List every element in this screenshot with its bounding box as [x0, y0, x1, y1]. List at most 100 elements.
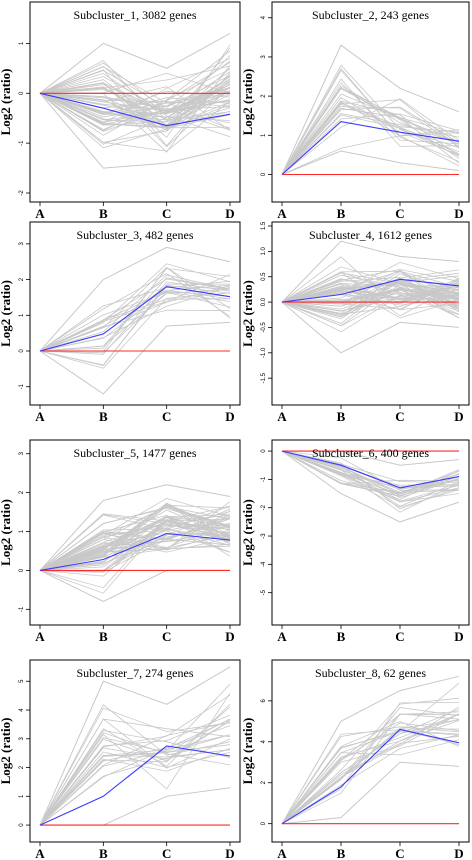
x-tick-label: D: [454, 629, 463, 644]
subcluster-panel: Subcluster_2, 243 genes 0 1 2 3 4 A B C D Log2 (ra…: [240, 1, 470, 221]
y-axis-label: Log2 (ratio): [240, 499, 255, 566]
x-tick-label: B: [337, 409, 346, 424]
gene-line: [39, 534, 231, 571]
x-tick-label: B: [337, 206, 346, 221]
x-tick-label: A: [35, 409, 45, 424]
panel-title: Subcluster_4, 1612 genes: [309, 228, 432, 242]
gene-line: [39, 65, 231, 94]
gene-line: [39, 278, 231, 352]
gene-line: [39, 285, 231, 352]
gene-line: [39, 92, 231, 125]
gene-line: [281, 82, 460, 175]
y-tick-label: 0: [19, 349, 25, 353]
gene-lines: [281, 450, 460, 523]
gene-line: [39, 292, 231, 369]
x-tick-label: D: [225, 629, 234, 644]
y-tick-label: -1: [19, 383, 25, 389]
gene-line: [39, 704, 231, 826]
gene-line: [281, 129, 460, 175]
gene-line: [281, 450, 460, 491]
y-tick-label: 0: [261, 821, 267, 825]
y-tick-label: -1.0: [261, 347, 267, 358]
subcluster-panel: Subcluster_5, 1477 genes -1 0 1 2 3 A B C D Log2 (…: [0, 439, 241, 644]
mean-profile-line: [281, 121, 460, 175]
gene-line: [281, 150, 460, 175]
gene-line: [39, 545, 231, 571]
y-tick-label: 0: [19, 91, 25, 95]
gene-line: [281, 735, 460, 825]
plot-frame: [29, 1, 241, 203]
gene-line: [281, 287, 460, 303]
x-tick-label: A: [35, 629, 45, 644]
x-tick-label: D: [225, 409, 234, 424]
gene-line: [39, 515, 231, 571]
y-tick-label: -2: [19, 190, 25, 196]
y-tick-label: 2: [19, 490, 25, 494]
plot-frame: [271, 659, 470, 843]
panel-title: Subcluster_1, 3082 genes: [74, 8, 197, 22]
gene-line: [39, 514, 231, 571]
y-tick-label: -3: [261, 533, 267, 539]
gene-line: [281, 301, 460, 354]
gene-line: [39, 505, 231, 571]
subcluster-panel: Subcluster_8, 62 genes 0 2 4 6 A B C D Log2 (rati…: [240, 659, 470, 860]
gene-line: [39, 569, 230, 603]
subcluster-panel: Subcluster_1, 3082 genes -2 -1 0 1 A B C D Log2 (…: [0, 1, 241, 221]
mean-profile-line: [281, 450, 460, 489]
gene-line: [281, 86, 460, 175]
gene-line: [39, 68, 231, 136]
y-tick-label: 1.0: [261, 247, 267, 256]
gene-line: [39, 706, 231, 826]
y-tick-label: 4: [261, 739, 267, 743]
gene-line: [39, 92, 231, 169]
x-tick-label: A: [35, 846, 45, 860]
gene-line: [39, 71, 231, 112]
plot-frame: [29, 659, 241, 843]
x-tick-label: C: [395, 409, 404, 424]
gene-line: [281, 708, 460, 825]
gene-lines: [39, 246, 231, 395]
x-tick-label: B: [99, 629, 108, 644]
x-tick-label: D: [225, 206, 234, 221]
gene-line: [39, 273, 231, 352]
mean-profile-line: [39, 286, 231, 352]
y-tick-label: 6: [261, 699, 267, 703]
gene-line: [39, 92, 231, 129]
y-tick-label: 4: [19, 708, 25, 712]
y-axis-label: Log2 (ratio): [0, 69, 13, 136]
y-axis-label: Log2 (ratio): [0, 499, 13, 566]
y-tick-label: 2: [261, 94, 267, 98]
gene-line: [281, 730, 460, 824]
mean-profile-line: [39, 92, 231, 127]
gene-line: [281, 711, 460, 824]
gene-line: [39, 518, 231, 571]
gene-line: [39, 666, 231, 826]
gene-line: [281, 269, 460, 324]
gene-line: [281, 286, 460, 303]
gene-lines: [281, 44, 460, 175]
gene-line: [39, 66, 231, 104]
gene-line: [281, 281, 460, 309]
gene-line: [39, 263, 231, 352]
gene-line: [281, 106, 460, 175]
gene-line: [39, 74, 231, 129]
gene-line: [281, 256, 460, 311]
gene-line: [39, 281, 231, 355]
gene-line: [281, 720, 460, 824]
gene-line: [281, 450, 460, 497]
gene-line: [281, 734, 460, 825]
gene-line: [39, 283, 231, 366]
gene-lines: [281, 675, 460, 825]
y-axis-label: Log2 (ratio): [240, 718, 255, 785]
gene-line: [281, 450, 460, 497]
y-tick-label: 2: [261, 780, 267, 784]
x-tick-label: C: [162, 206, 171, 221]
y-axis-label: Log2 (ratio): [240, 280, 255, 347]
gene-line: [281, 450, 460, 510]
x-tick-label: C: [162, 846, 171, 860]
gene-line: [39, 32, 231, 94]
gene-lines: [39, 32, 231, 169]
gene-line: [281, 102, 460, 175]
gene-lines: [281, 240, 460, 354]
gene-line: [39, 86, 231, 123]
